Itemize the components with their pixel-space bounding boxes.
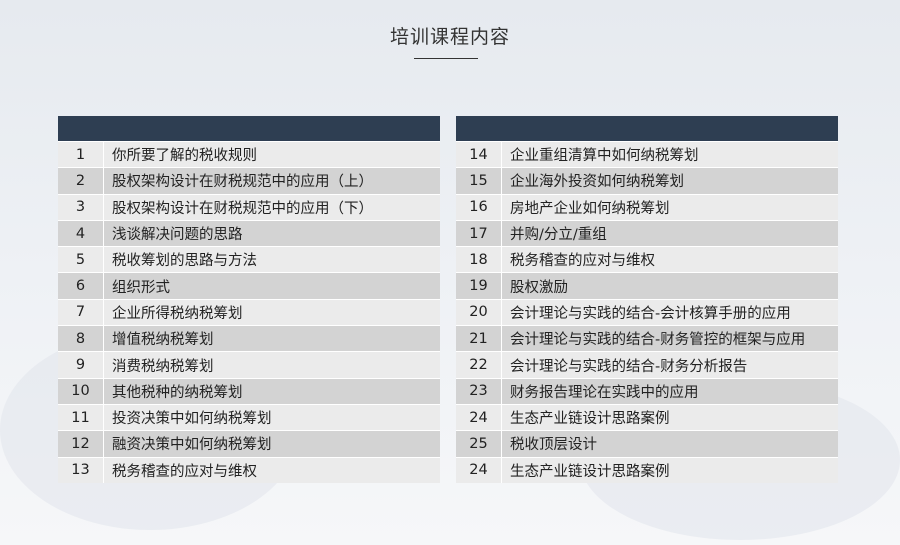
course-title: 会计理论与实践的结合-会计核算手册的应用 — [510, 305, 791, 322]
course-title: 企业海外投资如何纳税筹划 — [510, 174, 684, 191]
row-number: 7 — [58, 299, 104, 326]
table-row: 14 企业重组清算中如何纳税筹划 — [456, 141, 838, 168]
table-row: 12 融资决策中如何纳税筹划 — [58, 430, 440, 457]
table-row: 5 税收筹划的思路与方法 — [58, 246, 440, 273]
row-number: 16 — [456, 194, 502, 220]
row-number: 12 — [58, 431, 104, 457]
course-title: 生态产业链设计思路案例 — [510, 411, 670, 428]
course-title: 消费税纳税筹划 — [112, 358, 214, 375]
table-row: 16 房地产企业如何纳税筹划 — [456, 193, 838, 220]
course-title: 会计理论与实践的结合-财务管控的框架与应用 — [510, 332, 806, 349]
course-title: 税收筹划的思路与方法 — [112, 253, 257, 270]
course-title: 组织形式 — [112, 279, 170, 296]
row-number: 22 — [456, 352, 502, 378]
course-title: 税务稽查的应对与维权 — [112, 463, 257, 480]
row-number: 3 — [58, 194, 104, 220]
table-row: 15 企业海外投资如何纳税筹划 — [456, 167, 838, 194]
course-table-right: 14 企业重组清算中如何纳税筹划 15 企业海外投资如何纳税筹划 16 房地产企业如何纳税… — [456, 116, 838, 483]
row-number: 18 — [456, 247, 502, 273]
course-title: 股权架构设计在财税规范中的应用（上） — [112, 174, 373, 191]
row-number: 24 — [456, 457, 502, 483]
row-number: 5 — [58, 247, 104, 273]
course-title: 投资决策中如何纳税筹划 — [112, 411, 272, 428]
table-row: 6 组织形式 — [58, 272, 440, 299]
table-row: 22 会计理论与实践的结合-财务分析报告 — [456, 351, 838, 378]
row-number: 20 — [456, 299, 502, 326]
table-row: 23 财务报告理论在实践中的应用 — [456, 377, 838, 404]
table-row: 19 股权激励 — [456, 272, 838, 299]
page-title: 培训课程内容 — [389, 26, 510, 48]
title-underline — [414, 58, 478, 59]
table-row: 10 其他税种的纳税筹划 — [58, 377, 440, 404]
table-row: 18 税务稽查的应对与维权 — [456, 246, 838, 273]
table-row: 7 企业所得税纳税筹划 — [58, 298, 440, 326]
row-number: 2 — [58, 168, 104, 194]
course-title: 股权架构设计在财税规范中的应用（下） — [112, 200, 373, 217]
table-row: 25 税收顶层设计 — [456, 430, 838, 457]
table-row: 13 税务稽查的应对与维权 — [58, 456, 440, 483]
course-title: 增值税纳税筹划 — [112, 332, 214, 349]
course-title: 财务报告理论在实践中的应用 — [510, 384, 699, 401]
table-row: 2 股权架构设计在财税规范中的应用（上） — [58, 167, 440, 194]
course-title: 你所要了解的税收规则 — [112, 148, 257, 165]
table-row: 21 会计理论与实践的结合-财务管控的框架与应用 — [456, 325, 838, 352]
course-title: 生态产业链设计思路案例 — [510, 463, 670, 480]
course-title: 房地产企业如何纳税筹划 — [510, 200, 670, 217]
table-row: 20 会计理论与实践的结合-会计核算手册的应用 — [456, 298, 838, 326]
table-header — [58, 116, 440, 141]
row-number: 14 — [456, 142, 502, 168]
table-row: 24 生态产业链设计思路案例 — [456, 403, 838, 431]
table-row: 9 消费税纳税筹划 — [58, 351, 440, 378]
row-number: 11 — [58, 404, 104, 431]
table-row: 17 并购/分立/重组 — [456, 219, 838, 247]
table-row: 8 增值税纳税筹划 — [58, 325, 440, 352]
row-number: 23 — [456, 378, 502, 404]
course-title: 税务稽查的应对与维权 — [510, 253, 655, 270]
row-number: 9 — [58, 352, 104, 378]
table-header — [456, 116, 838, 141]
course-title: 融资决策中如何纳税筹划 — [112, 437, 272, 454]
course-title: 并购/分立/重组 — [510, 227, 607, 244]
course-title: 企业重组清算中如何纳税筹划 — [510, 148, 699, 165]
row-number: 4 — [58, 220, 104, 247]
row-number: 24 — [456, 404, 502, 431]
course-title: 浅谈解决问题的思路 — [112, 227, 243, 244]
course-table-left: 1 你所要了解的税收规则 2 股权架构设计在财税规范中的应用（上） 3 股权架构设计在财税… — [58, 116, 440, 483]
row-number: 21 — [456, 326, 502, 352]
course-title: 其他税种的纳税筹划 — [112, 384, 243, 401]
row-number: 10 — [58, 378, 104, 404]
course-title: 股权激励 — [510, 279, 568, 296]
table-row: 1 你所要了解的税收规则 — [58, 141, 440, 168]
table-row: 11 投资决策中如何纳税筹划 — [58, 403, 440, 431]
table-row: 3 股权架构设计在财税规范中的应用（下） — [58, 193, 440, 220]
table-row: 4 浅谈解决问题的思路 — [58, 219, 440, 247]
course-title: 企业所得税纳税筹划 — [112, 305, 243, 322]
row-number: 6 — [58, 273, 104, 299]
course-title: 会计理论与实践的结合-财务分析报告 — [510, 358, 748, 375]
course-title: 税收顶层设计 — [510, 437, 597, 454]
row-number: 15 — [456, 168, 502, 194]
row-number: 25 — [456, 431, 502, 457]
table-row: 24 生态产业链设计思路案例 — [456, 456, 838, 483]
row-number: 17 — [456, 220, 502, 247]
row-number: 13 — [58, 457, 104, 483]
row-number: 8 — [58, 326, 104, 352]
row-number: 19 — [456, 273, 502, 299]
row-number: 1 — [58, 142, 104, 168]
